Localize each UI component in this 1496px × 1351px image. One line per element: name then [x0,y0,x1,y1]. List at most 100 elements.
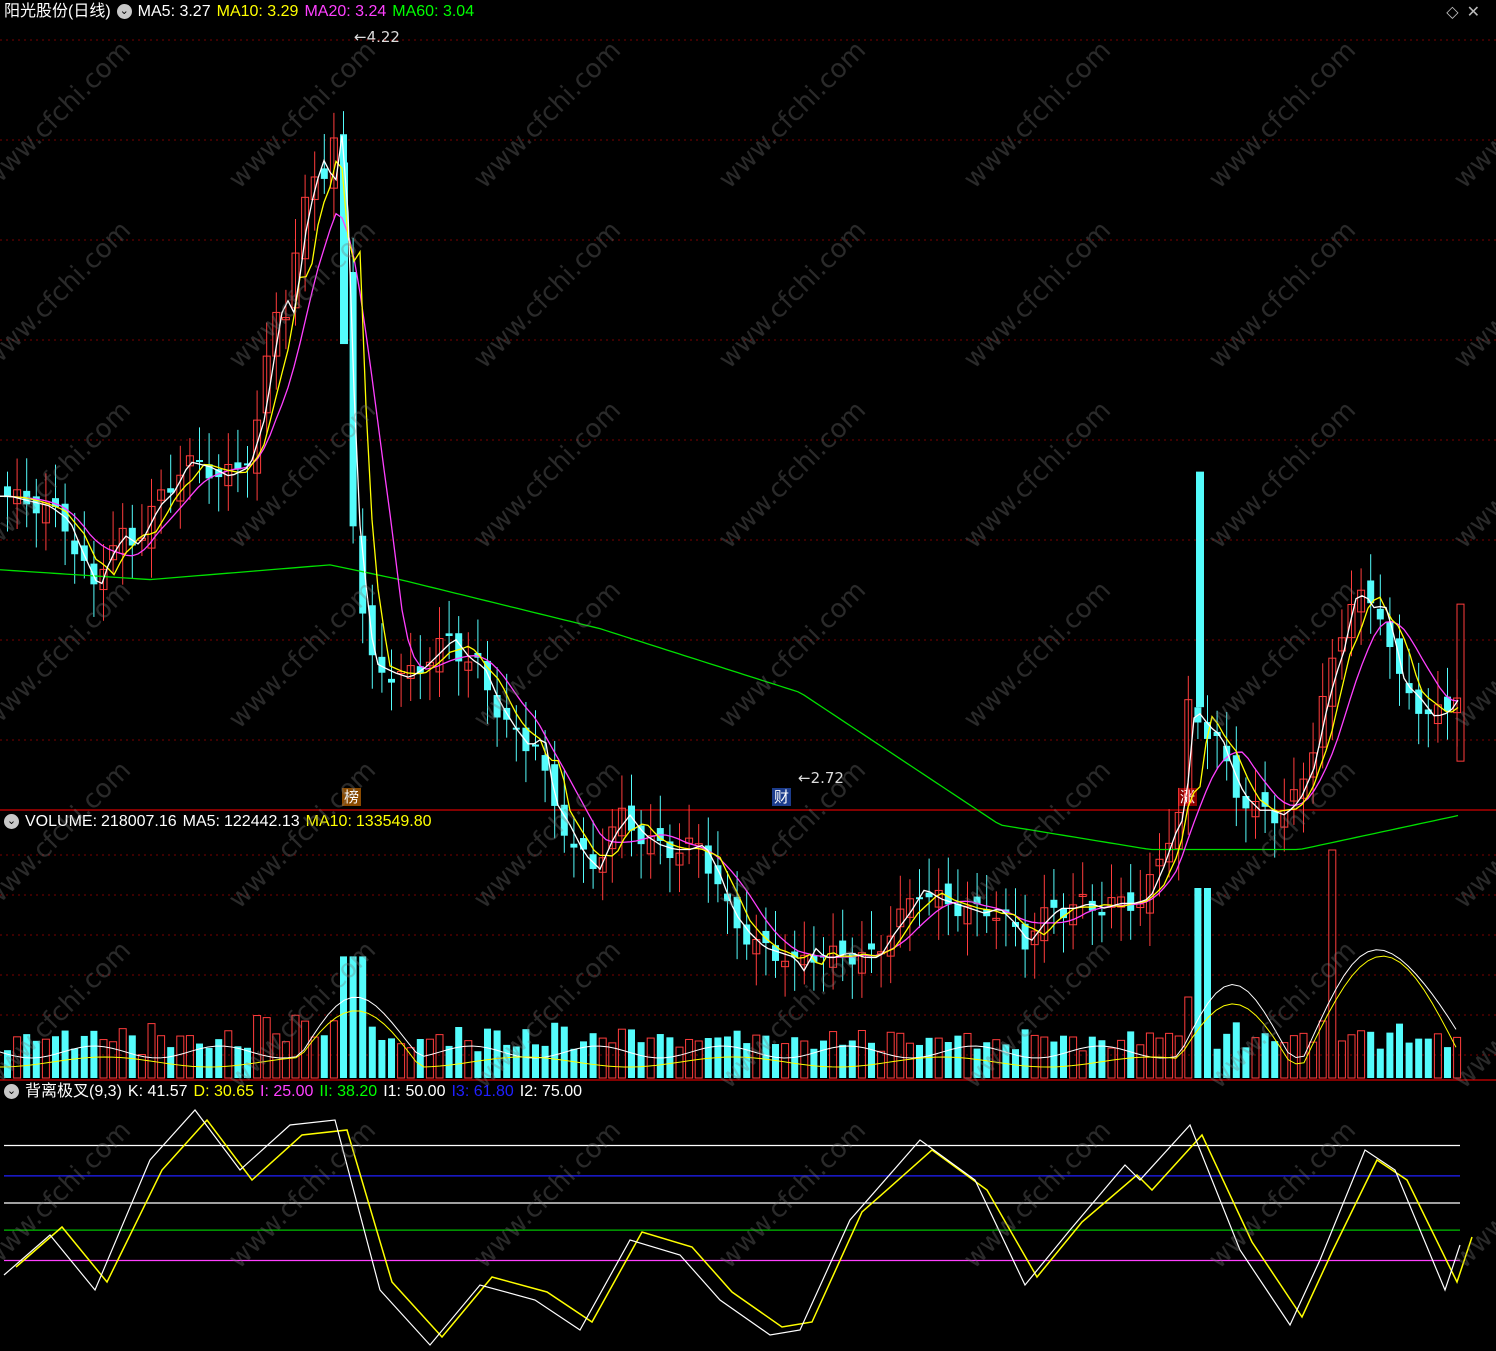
candle-body [1107,897,1116,908]
candle-body [608,826,617,850]
candle-body [1367,580,1375,604]
volume-bar [13,1036,22,1079]
candle-body [234,462,242,470]
volume-ma10-value: 133549.80 [355,813,432,830]
volume-bar [857,1029,866,1079]
candle-body [973,896,981,905]
volume-bar [4,1050,11,1078]
indicator-header: ⌄ 背离极叉(9,3) K: 41.57 D: 30.65 I: 25.00 II: 38… [0,1080,594,1104]
candle-body [388,678,395,683]
window-controls: ◇✕ [1446,2,1488,22]
ma20-line [0,212,1459,958]
candle-body [1299,778,1308,799]
candle-body [963,905,972,925]
indicator-legend-item: D: 30.65 [193,1083,254,1100]
volume-bar [656,1034,664,1078]
volume-bar [503,1044,511,1078]
ma-legend-item: MA5: 3.27 [137,3,211,20]
candle-body [762,930,770,944]
candle-body [215,469,223,478]
volume-bar [1213,1048,1221,1078]
volume-bar [973,1048,981,1078]
candle-body [580,838,587,850]
volume-bar [925,1037,933,1078]
volume-bar [464,1040,473,1079]
volume-bar [23,1034,31,1078]
ma-legend-item: MA60: 3.04 [392,3,475,20]
candle-body [714,865,722,885]
candle-body [1155,858,1164,867]
candle-body [675,852,684,866]
close-icon[interactable]: ✕ [1466,4,1488,21]
candle-body [474,652,482,658]
volume-bar [800,1040,809,1079]
indicator-legend-item: I1: 50.00 [383,1083,446,1100]
volume-bar [1405,1042,1413,1078]
candle-body [1444,696,1451,712]
volume-bar [598,1037,607,1079]
candle-body [301,196,310,260]
volume-bar [522,1029,530,1078]
candle-body [205,464,213,479]
candle-body [368,605,376,656]
candle-body [1050,899,1058,908]
candle-body [1328,657,1337,707]
candle-body [1127,892,1135,911]
volume-bar [1367,1031,1375,1078]
candle-body [349,272,357,527]
volume-bar [1165,1032,1174,1079]
volume-bar [41,1038,50,1079]
settings-toggle-icon[interactable]: ⌄ [116,4,132,20]
volume-bar [281,1041,290,1079]
candle-body [1098,911,1106,916]
candle-body [704,845,712,874]
candle-body [1165,842,1174,863]
volume-bar [839,1044,847,1078]
marker-cai[interactable]: 财 [772,788,792,806]
volume-bar [733,1030,741,1078]
volume-bar [868,1042,875,1078]
volume-bar [1021,1029,1029,1078]
volume-ma5-label: MA5: [182,813,220,830]
volume-bar [253,1015,262,1079]
volume-bar [1328,849,1337,1079]
ma5-line [0,135,1459,972]
ma60-line [0,564,1459,851]
candle-body [157,489,166,501]
volume-bar [196,1043,203,1078]
volume-bar [205,1047,213,1078]
volume-settings-icon[interactable]: ⌄ [4,814,19,830]
volume-bar [1347,1034,1356,1079]
indicator-settings-icon[interactable]: ⌄ [4,1084,19,1100]
candle-body [743,924,751,945]
volume-bar [1194,888,1202,1078]
candle-body [1289,789,1298,802]
marker-bang[interactable]: 榜 [342,788,362,806]
candle-body [32,496,40,514]
candle-body [772,945,779,961]
volume-bar [388,1038,395,1078]
indicator-legend: K: 41.57 D: 30.65 I: 25.00 II: 38.20 I1: 50.… [128,1083,588,1100]
candle-body [560,804,568,836]
volume-bar [118,1028,127,1079]
volume-bar [551,1022,559,1078]
candle-body [944,883,952,905]
volume-bar [368,1026,376,1078]
candle-body [791,951,799,958]
candle-body [493,695,501,718]
volume-bar [1396,1023,1403,1078]
volume-bar [185,1035,194,1079]
indicator-k-line [3,1109,1461,1346]
candle-body [464,661,473,671]
volume-bar [637,1042,645,1078]
candle-body [1060,908,1067,919]
volume-bar [1232,1022,1240,1078]
volume-bar [1060,1035,1067,1078]
candle-body [128,527,136,546]
volume-bar [378,1039,386,1078]
volume-bar [1453,1036,1462,1079]
diamond-icon[interactable]: ◇ [1446,4,1467,21]
volume-bar [1309,1041,1318,1079]
volume-bar [1444,1047,1451,1078]
